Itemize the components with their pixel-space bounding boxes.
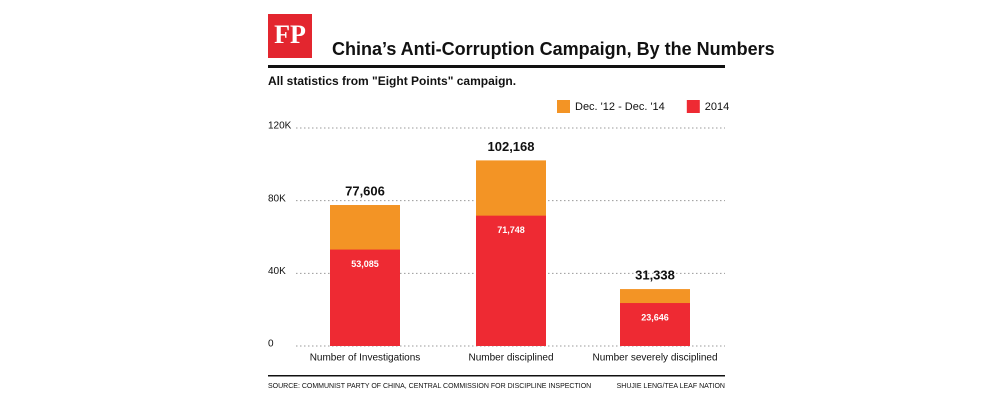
bar	[620, 303, 690, 346]
y-tick-label: 40K	[268, 266, 286, 277]
value-label: 53,085	[351, 259, 379, 269]
source: SOURCE: COMMUNIST PARTY OF CHINA, CENTRA…	[268, 383, 591, 390]
value-label: 23,646	[641, 312, 669, 322]
total-label: 102,168	[488, 139, 535, 154]
legend-swatch	[557, 100, 570, 113]
chart-title: China’s Anti-Corruption Campaign, By the…	[332, 39, 775, 59]
logo-box	[268, 14, 312, 58]
total-label: 31,338	[635, 268, 675, 283]
y-tick-label: 120K	[268, 121, 292, 132]
value-label: 71,748	[497, 225, 525, 235]
footer-rule	[268, 375, 725, 377]
total-label: 77,606	[345, 183, 385, 198]
x-tick-label: Number disciplined	[468, 353, 553, 364]
legend-label: 2014	[705, 101, 729, 113]
logo: FP	[274, 20, 306, 49]
legend-swatch	[686, 100, 700, 113]
x-tick-label: Number severely disciplined	[592, 353, 717, 364]
credit: SHUJIE LENG/TEA LEAF NATION	[617, 383, 725, 390]
y-tick-label: 80K	[268, 193, 286, 204]
legend-label: Dec. '12 - Dec. '14	[575, 101, 665, 113]
y-tick-label: 0	[268, 339, 274, 350]
bar	[476, 215, 546, 346]
subtitle: All statistics from "Eight Points" campa…	[268, 74, 516, 88]
x-tick-label: Number of Investigations	[310, 353, 421, 364]
bar	[330, 249, 400, 346]
title-rule	[268, 65, 725, 68]
